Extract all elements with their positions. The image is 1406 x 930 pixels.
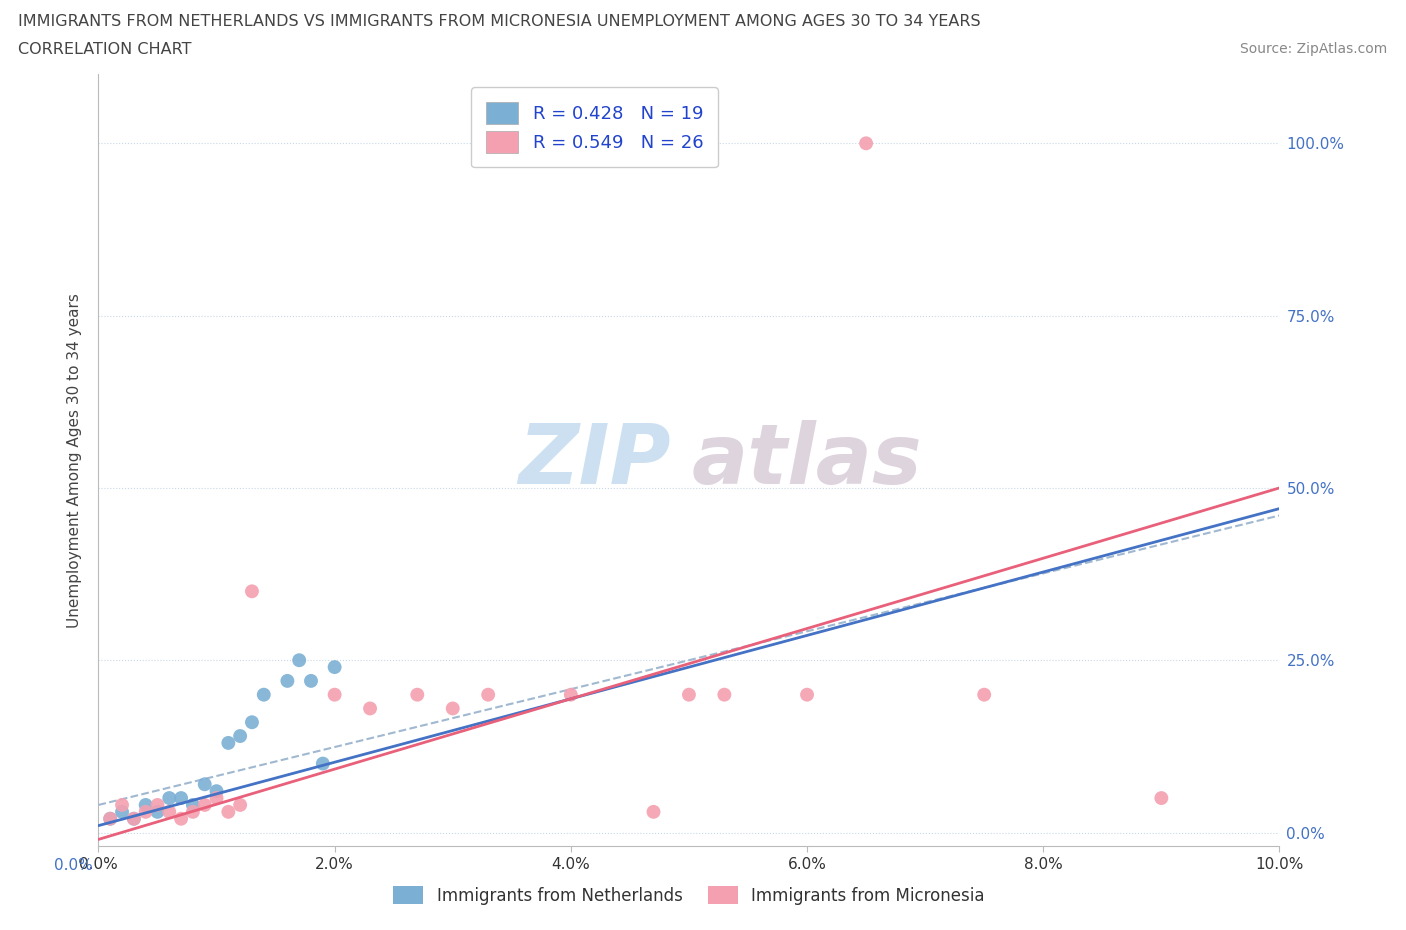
Point: [205, 784, 228, 799]
Text: atlas: atlas: [692, 419, 922, 501]
Point: [359, 701, 381, 716]
Text: IMMIGRANTS FROM NETHERLANDS VS IMMIGRANTS FROM MICRONESIA UNEMPLOYMENT AMONG AGE: IMMIGRANTS FROM NETHERLANDS VS IMMIGRANT…: [18, 14, 981, 29]
Point: [560, 687, 582, 702]
Point: [181, 804, 204, 819]
Point: [157, 790, 180, 805]
Point: [1150, 790, 1173, 805]
Point: [796, 687, 818, 702]
Point: [713, 687, 735, 702]
Point: [240, 715, 263, 730]
Point: [323, 659, 346, 674]
Point: [240, 584, 263, 599]
Point: [973, 687, 995, 702]
Point: [135, 798, 157, 813]
Point: [194, 777, 217, 791]
Point: [205, 790, 228, 805]
Point: [253, 687, 276, 702]
Point: [122, 811, 145, 826]
Point: [194, 798, 217, 813]
Text: CORRELATION CHART: CORRELATION CHART: [18, 42, 191, 57]
Point: [98, 811, 121, 826]
Point: [441, 701, 464, 716]
Point: [111, 798, 134, 813]
Y-axis label: Unemployment Among Ages 30 to 34 years: Unemployment Among Ages 30 to 34 years: [67, 293, 83, 628]
Point: [229, 728, 252, 743]
Point: [135, 804, 157, 819]
Point: [217, 804, 239, 819]
Point: [406, 687, 429, 702]
Point: [122, 811, 145, 826]
Point: [229, 798, 252, 813]
Point: [855, 136, 877, 151]
Legend: Immigrants from Netherlands, Immigrants from Micronesia: Immigrants from Netherlands, Immigrants …: [387, 880, 991, 911]
Text: Source: ZipAtlas.com: Source: ZipAtlas.com: [1240, 42, 1388, 56]
Point: [146, 798, 169, 813]
Point: [111, 804, 134, 819]
Point: [643, 804, 665, 819]
Point: [276, 673, 298, 688]
Point: [678, 687, 700, 702]
Point: [146, 804, 169, 819]
Point: [288, 653, 311, 668]
Point: [157, 804, 180, 819]
Point: [170, 811, 193, 826]
Point: [170, 790, 193, 805]
Text: ZIP: ZIP: [519, 419, 671, 501]
Point: [323, 687, 346, 702]
Point: [181, 798, 204, 813]
Point: [217, 736, 239, 751]
Point: [312, 756, 335, 771]
Point: [299, 673, 322, 688]
Text: 0.0%: 0.0%: [53, 857, 93, 873]
Point: [477, 687, 499, 702]
Point: [98, 811, 121, 826]
